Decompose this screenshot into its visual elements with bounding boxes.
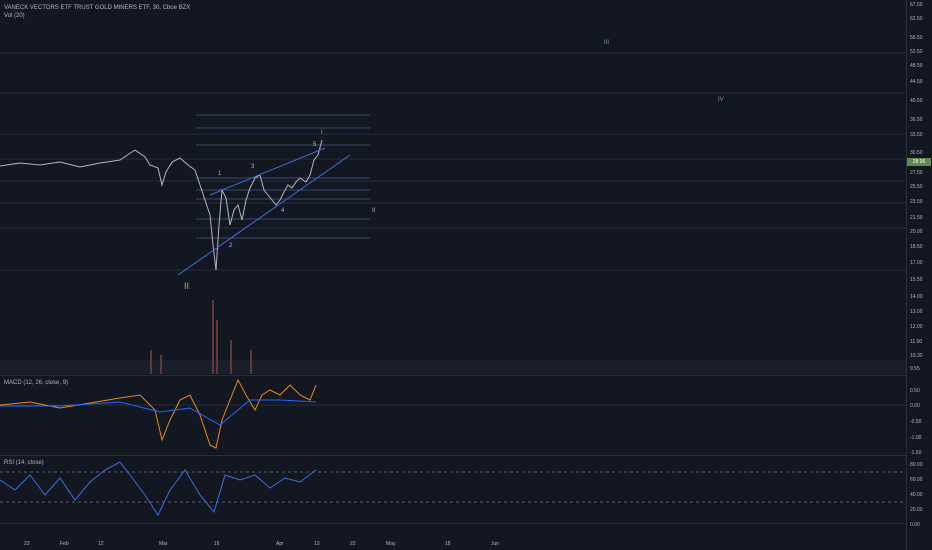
price-tick: 67.50 bbox=[910, 2, 923, 8]
macd-legend[interactable]: MACD (12, 26, close, 9) bbox=[4, 380, 69, 386]
time-tick: 23 bbox=[24, 541, 30, 547]
macd-tick: -0.50 bbox=[910, 419, 922, 425]
price-tick: 9.55 bbox=[910, 366, 920, 372]
wave-label-major-ii: II bbox=[184, 281, 190, 291]
rsi-tick: 60.00 bbox=[910, 477, 923, 483]
macd-tick: -1.50 bbox=[910, 450, 922, 456]
time-tick: Jun bbox=[491, 541, 500, 547]
wave-label-3: 3 bbox=[251, 164, 255, 170]
price-tick: 62.50 bbox=[910, 16, 923, 22]
time-tick: 13 bbox=[314, 541, 320, 547]
price-tick: 20.00 bbox=[910, 229, 923, 235]
chart-canvas[interactable] bbox=[0, 0, 906, 550]
wave-label-4: 4 bbox=[281, 208, 285, 214]
macd-tick: 0.00 bbox=[910, 403, 920, 409]
wave-label-1: 1 bbox=[218, 171, 222, 177]
price-tick: 14.00 bbox=[910, 294, 923, 300]
price-pane[interactable] bbox=[0, 0, 906, 376]
price-tick: 15.50 bbox=[910, 277, 923, 283]
time-tick: Feb bbox=[60, 541, 69, 547]
price-tick: 40.50 bbox=[910, 98, 923, 104]
time-tick: May bbox=[386, 541, 396, 547]
price-tick: 11.00 bbox=[910, 339, 923, 345]
price-tick: 27.50 bbox=[910, 170, 923, 176]
price-tick: 56.50 bbox=[910, 35, 923, 41]
price-tick: 18.50 bbox=[910, 244, 923, 250]
time-tick: 18 bbox=[445, 541, 451, 547]
price-tick: 17.00 bbox=[910, 260, 923, 266]
price-tick: 33.50 bbox=[910, 132, 923, 138]
price-tick: 36.50 bbox=[910, 117, 923, 123]
macd-tick: -1.00 bbox=[910, 435, 922, 441]
rsi-legend[interactable]: RSI (14, close) bbox=[4, 460, 44, 466]
price-tick: 23.50 bbox=[910, 199, 923, 205]
wave-label-i: I bbox=[321, 130, 323, 136]
rsi-tick: 80.00 bbox=[910, 462, 923, 468]
wave-label-major-iii: III bbox=[604, 40, 610, 46]
price-tick: 52.50 bbox=[910, 49, 923, 55]
wave-label-5: 5 bbox=[313, 142, 317, 148]
price-tick: 12.00 bbox=[910, 324, 923, 330]
price-tick: 21.50 bbox=[910, 215, 923, 221]
rsi-tick: 20.00 bbox=[910, 507, 923, 513]
macd-pane[interactable] bbox=[0, 375, 906, 456]
price-tick: 13.00 bbox=[910, 309, 923, 315]
price-axis[interactable] bbox=[906, 0, 932, 550]
wave-label-2: 2 bbox=[229, 243, 233, 249]
price-tick: 48.50 bbox=[910, 63, 923, 69]
time-tick: 12 bbox=[98, 541, 104, 547]
time-tick: 16 bbox=[214, 541, 220, 547]
time-tick: Mar bbox=[159, 541, 168, 547]
wave-label-ii-minor: II bbox=[372, 208, 376, 214]
rsi-pane[interactable] bbox=[0, 455, 906, 524]
wave-label-major-iv: IV bbox=[718, 97, 724, 103]
price-tick: 44.50 bbox=[910, 79, 923, 85]
symbol-title[interactable]: VANECK VECTORS ETF TRUST GOLD MINERS ETF… bbox=[4, 5, 191, 11]
time-tick: 22 bbox=[350, 541, 356, 547]
volume-legend[interactable]: Vol (20) bbox=[4, 13, 25, 19]
time-tick: Apr bbox=[276, 541, 284, 547]
rsi-tick: 40.00 bbox=[910, 492, 923, 498]
current-price-badge: 28.96 bbox=[907, 158, 931, 166]
price-tick: 10.30 bbox=[910, 353, 923, 359]
price-tick: 25.50 bbox=[910, 184, 923, 190]
rsi-tick: 0.00 bbox=[910, 522, 920, 528]
macd-tick: 0.50 bbox=[910, 388, 920, 394]
price-tick: 30.50 bbox=[910, 150, 923, 156]
